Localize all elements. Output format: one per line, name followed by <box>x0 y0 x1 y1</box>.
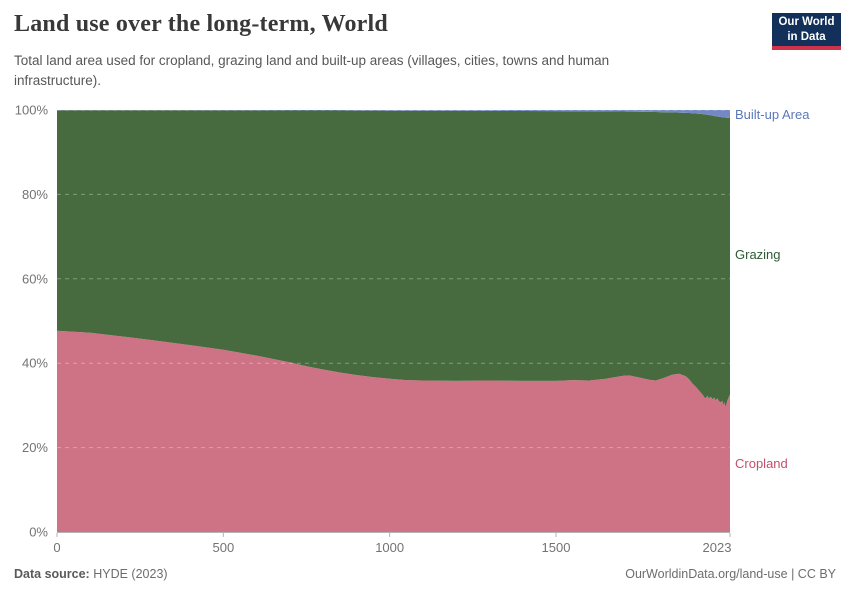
attribution-separator: | <box>791 567 795 581</box>
license-label: CC BY <box>797 567 836 581</box>
y-tick-label-20: 20% <box>22 440 48 455</box>
chart-subtitle: Total land area used for cropland, grazi… <box>14 53 610 88</box>
y-tick-label-0: 0% <box>29 525 48 540</box>
data-source-value: HYDE (2023) <box>93 567 168 581</box>
y-tick-label-80: 80% <box>22 187 48 202</box>
owid-logo[interactable]: Our World in Data <box>772 13 841 50</box>
owid-logo-line1: Our World <box>778 16 835 29</box>
x-tick-label-1000: 1000 <box>375 540 404 555</box>
y-tick-label-40: 40% <box>22 356 48 371</box>
area-grazing <box>57 110 730 407</box>
x-tick-label-500: 500 <box>212 540 234 555</box>
legend-label-cropland: Cropland <box>735 456 788 471</box>
area-built-up <box>57 110 730 118</box>
x-tick-label-1500: 1500 <box>542 540 571 555</box>
x-tick-label-0: 0 <box>53 540 60 555</box>
attribution: OurWorldinData.org/land-use | CC BY <box>625 567 836 581</box>
legend-label-built-up-area: Built-up Area <box>735 107 810 122</box>
owid-url-link[interactable]: OurWorldinData.org/land-use <box>625 567 788 581</box>
legend-label-grazing: Grazing <box>735 247 781 262</box>
data-source-label: Data source: <box>14 567 90 581</box>
owid-logo-line2: in Data <box>787 30 826 43</box>
area-cropland <box>57 330 730 532</box>
y-tick-label-60: 60% <box>22 271 48 286</box>
page-title: Land use over the long-term, World <box>14 11 388 37</box>
x-tick-label-2023: 2023 <box>703 540 732 555</box>
data-source: Data source: HYDE (2023) <box>14 567 168 581</box>
y-tick-label-100: 100% <box>15 103 49 118</box>
